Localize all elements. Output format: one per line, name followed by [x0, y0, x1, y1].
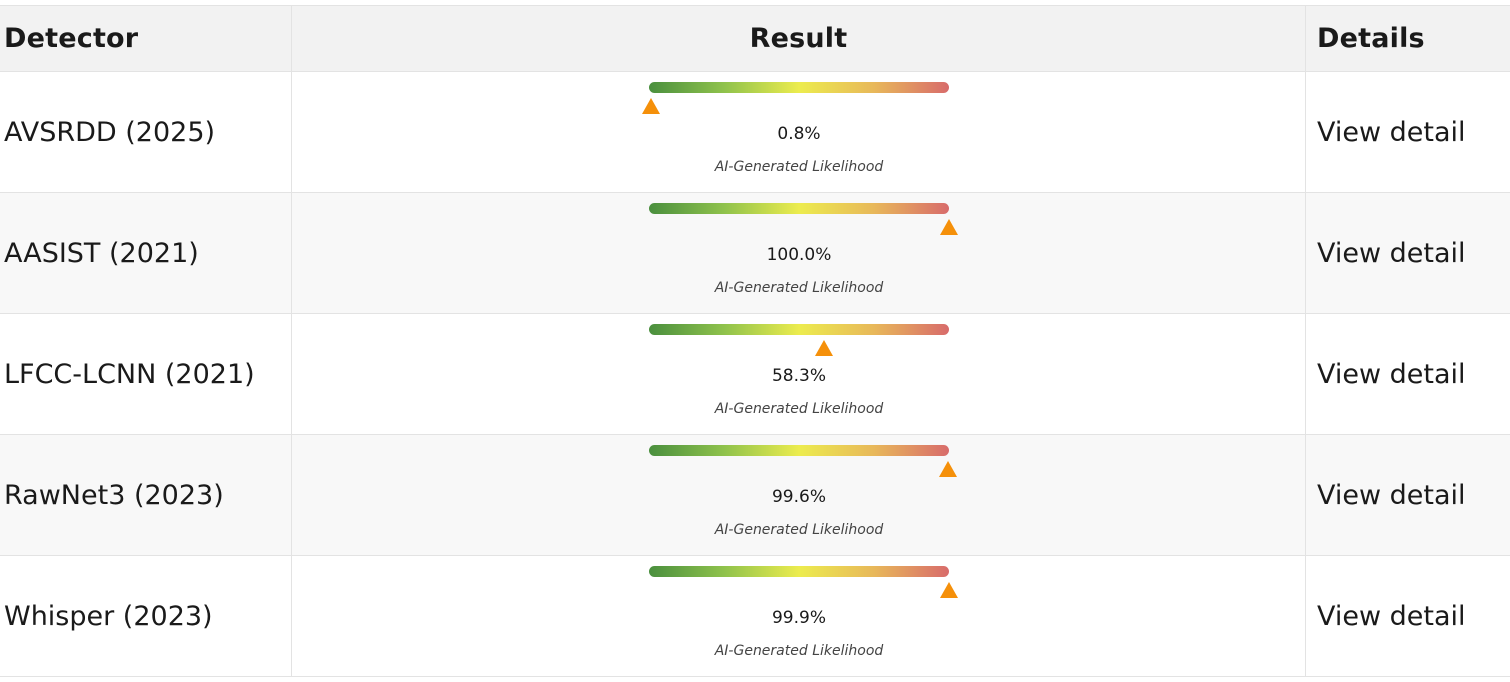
header-result: Result	[292, 6, 1306, 71]
likelihood-caption: AI-Generated Likelihood	[714, 643, 884, 659]
likelihood-caption: AI-Generated Likelihood	[714, 401, 884, 417]
detector-name: AVSRDD (2025)	[4, 116, 216, 148]
detector-name: RawNet3 (2023)	[4, 479, 224, 511]
view-detail-link[interactable]: View detail	[1317, 479, 1466, 511]
details-cell: View detail	[1306, 314, 1510, 434]
likelihood-caption: AI-Generated Likelihood	[714, 522, 884, 538]
view-detail-link[interactable]: View detail	[1317, 358, 1466, 390]
table-row: RawNet3 (2023) 99.6% AI-Generated Likeliho…	[0, 435, 1510, 556]
detector-results-table: Detector Result Details AVSRDD (2025) 0.8…	[0, 5, 1510, 677]
detector-cell: AASIST (2021)	[0, 193, 292, 313]
detector-cell: LFCC-LCNN (2021)	[0, 314, 292, 434]
likelihood-percent: 100.0%	[766, 245, 832, 265]
likelihood-caption: AI-Generated Likelihood	[714, 159, 884, 175]
result-cell: 0.8% AI-Generated Likelihood	[292, 72, 1306, 192]
result-cell: 99.9% AI-Generated Likelihood	[292, 556, 1306, 676]
triangle-up-icon	[940, 219, 958, 235]
table-header-row: Detector Result Details	[0, 6, 1510, 72]
table-row: LFCC-LCNN (2021) 58.3% AI-Generated Likeli…	[0, 314, 1510, 435]
triangle-up-icon	[642, 98, 661, 114]
details-cell: View detail	[1306, 556, 1510, 676]
result-cell: 100.0% AI-Generated Likelihood	[292, 193, 1306, 313]
likelihood-gradient-bar	[649, 82, 949, 93]
view-detail-link[interactable]: View detail	[1317, 600, 1466, 632]
likelihood-gradient-bar	[649, 324, 949, 335]
likelihood-caption: AI-Generated Likelihood	[714, 280, 884, 296]
header-detector: Detector	[0, 6, 292, 71]
likelihood-percent: 0.8%	[777, 124, 821, 144]
details-cell: View detail	[1306, 72, 1510, 192]
likelihood-gradient-bar	[649, 566, 949, 577]
likelihood-percent: 99.6%	[771, 487, 826, 507]
view-detail-link[interactable]: View detail	[1317, 237, 1466, 269]
header-details: Details	[1317, 23, 1425, 54]
details-cell: View detail	[1306, 435, 1510, 555]
detector-cell: RawNet3 (2023)	[0, 435, 292, 555]
table-row: Whisper (2023) 99.9% AI-Generated Likeliho…	[0, 556, 1510, 677]
likelihood-gradient-bar	[649, 203, 949, 214]
detector-name: Whisper (2023)	[4, 600, 213, 632]
table-row: AVSRDD (2025) 0.8% AI-Generated Likelihood…	[0, 72, 1510, 193]
triangle-up-icon	[939, 582, 958, 598]
view-detail-link[interactable]: View detail	[1317, 116, 1466, 148]
detector-name: LFCC-LCNN (2021)	[4, 358, 255, 390]
detector-name: AASIST (2021)	[4, 237, 199, 269]
result-cell: 58.3% AI-Generated Likelihood	[292, 314, 1306, 434]
result-cell: 99.6% AI-Generated Likelihood	[292, 435, 1306, 555]
likelihood-percent: 58.3%	[771, 366, 826, 386]
detector-cell: AVSRDD (2025)	[0, 72, 292, 192]
likelihood-gradient-bar	[649, 445, 949, 456]
triangle-up-icon	[938, 461, 957, 477]
triangle-up-icon	[814, 340, 833, 356]
likelihood-percent: 99.9%	[771, 608, 826, 628]
table-row: AASIST (2021) 100.0% AI-Generated Likeliho…	[0, 193, 1510, 314]
detector-cell: Whisper (2023)	[0, 556, 292, 676]
details-cell: View detail	[1306, 193, 1510, 313]
